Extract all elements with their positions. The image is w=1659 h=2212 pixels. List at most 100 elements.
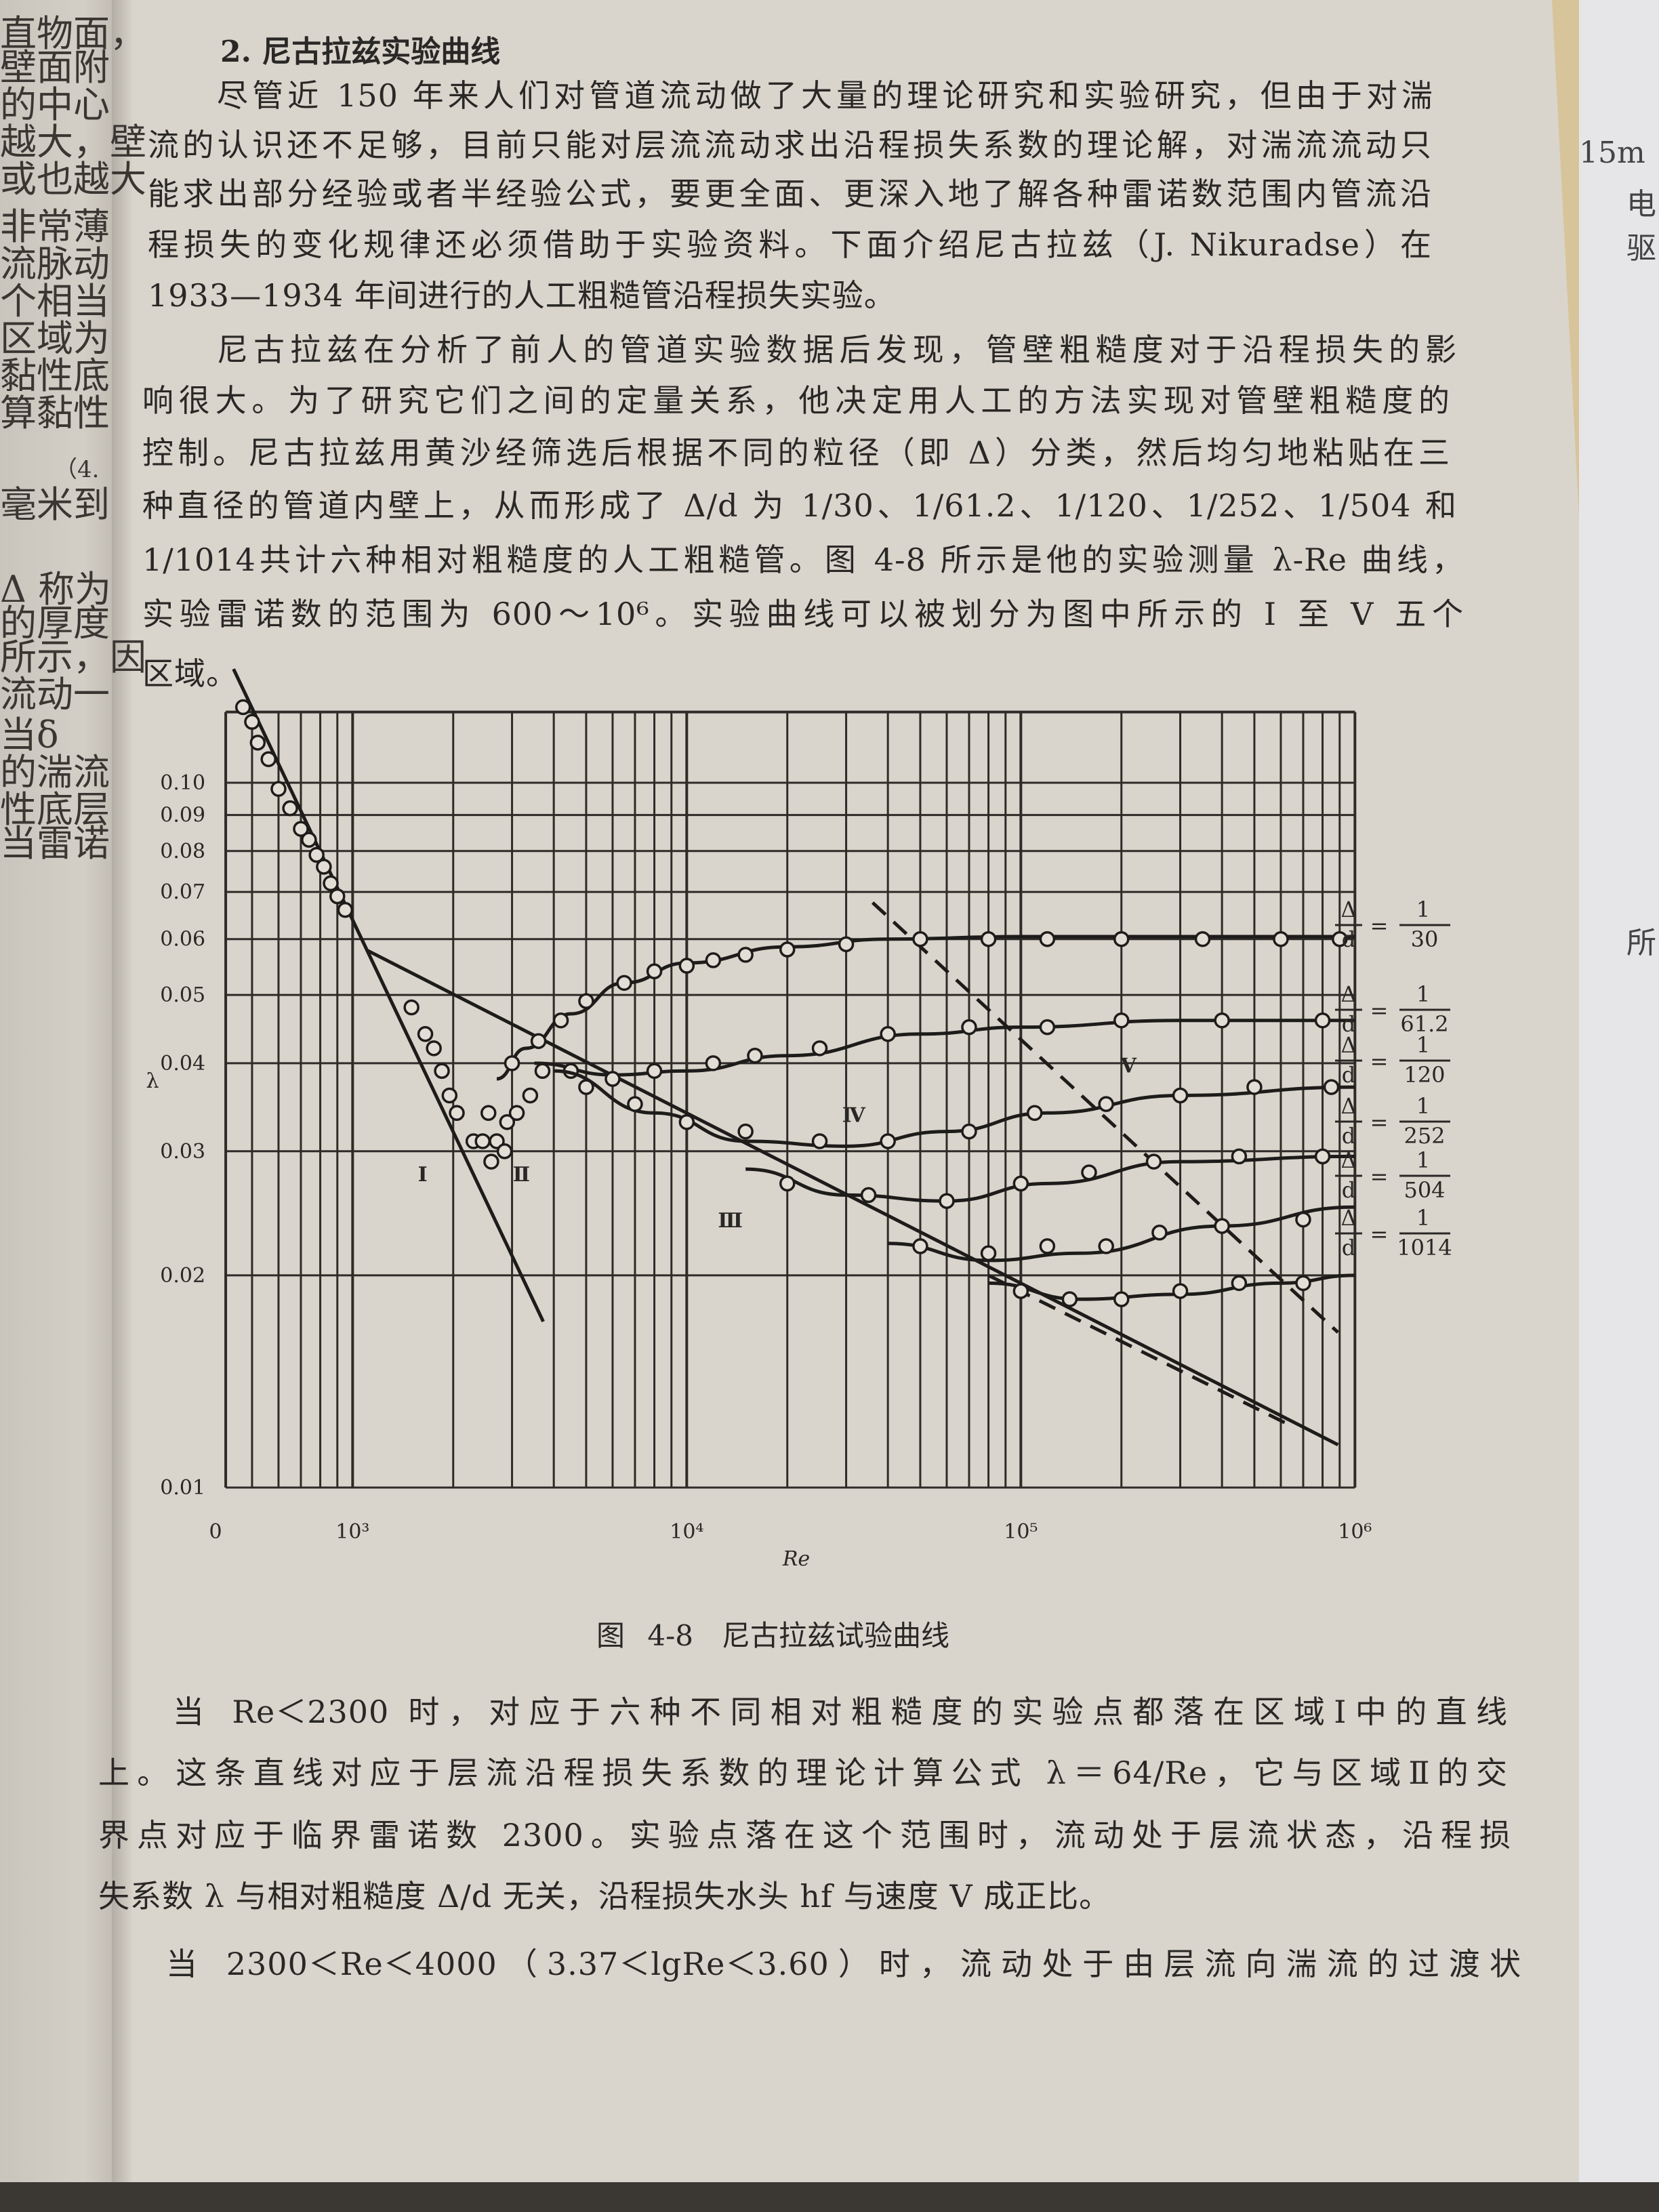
- data-point: [441, 1087, 458, 1104]
- figure-caption: 图 4-8 尼古拉兹试验曲线: [596, 1619, 949, 1652]
- data-point: [260, 751, 276, 767]
- region-label: Ⅱ: [513, 1163, 530, 1187]
- data-point: [1295, 1275, 1311, 1292]
- data-point: [1246, 1079, 1263, 1095]
- left-page-fragment: 当δ: [0, 714, 59, 756]
- data-point: [489, 1133, 505, 1149]
- data-point: [1172, 1283, 1189, 1299]
- data-point: [705, 952, 722, 968]
- data-point: [530, 1033, 547, 1049]
- data-point: [449, 1105, 465, 1122]
- data-point: [1295, 1211, 1311, 1228]
- data-point: [293, 821, 309, 837]
- data-point: [737, 947, 754, 963]
- text-line: 当 Re＜2300 时，对应于六种不同相对粗糙度的实验点都落在区域Ⅰ中的直线: [173, 1694, 1508, 1730]
- data-point: [249, 735, 266, 751]
- dashed-reference-line: [871, 901, 1340, 1334]
- legend-d: d: [1342, 1177, 1355, 1203]
- legend-delta: Δ: [1340, 1032, 1356, 1058]
- left-page-fragment: 非常薄: [0, 205, 110, 248]
- text-line: 响很大。为了研究它们之间的定量关系，他决定用人工的方法实现对管壁粗糙度的: [142, 382, 1450, 419]
- data-point: [747, 1047, 763, 1064]
- data-point: [1098, 1238, 1114, 1254]
- data-point: [578, 1079, 594, 1095]
- data-point: [880, 1133, 896, 1149]
- text-line: 1933—1934 年间进行的人工粗糙管沿程损失实验。: [148, 277, 896, 314]
- data-point: [483, 1153, 499, 1170]
- data-point: [403, 999, 419, 1016]
- reference-line: [232, 668, 545, 1323]
- data-point: [1145, 1153, 1162, 1170]
- y-tick-label: 0.02: [160, 1264, 205, 1288]
- data-point: [1314, 1148, 1331, 1165]
- data-point: [578, 993, 594, 1009]
- region-label: Ⅲ: [718, 1209, 743, 1233]
- text-line: 失系数 λ 与相对粗糙度 Δ/d 无关，沿程损失水头 hf 与速度 V 成正比。: [98, 1878, 1111, 1914]
- data-point: [1039, 1019, 1056, 1036]
- data-point: [282, 800, 298, 817]
- data-point: [474, 1133, 491, 1149]
- y-tick-label: 0.10: [160, 771, 205, 795]
- legend-numerator: 1: [1416, 1032, 1430, 1058]
- left-page-fragment: 当雷诺: [0, 822, 110, 865]
- y-axis-label: λ: [146, 1069, 159, 1093]
- legend-equals: =: [1370, 1109, 1389, 1135]
- data-point: [1039, 1238, 1056, 1254]
- text-line: 种直径的管道内壁上，从而形成了 Δ/d 为 1/30、1/61.2、1/120、…: [142, 487, 1457, 524]
- data-point: [1323, 1079, 1340, 1095]
- legend-denominator: 120: [1404, 1062, 1445, 1088]
- left-page-fragment: 的厚度: [0, 602, 110, 644]
- series-curve: [888, 1205, 1355, 1263]
- x-tick-label: 10⁶: [1338, 1520, 1372, 1544]
- series-curve: [554, 1069, 1355, 1148]
- region-label: Ⅴ: [1120, 1054, 1137, 1078]
- book-gutter: [112, 0, 132, 2212]
- data-point: [1332, 930, 1348, 947]
- region-label: Ⅰ: [418, 1163, 428, 1187]
- x-tick-label: 10³: [335, 1520, 369, 1544]
- text-line: 控制。尼古拉兹用黄沙经筛选后根据不同的粒径（即 Δ）分类，然后均匀地粘贴在三: [142, 434, 1450, 471]
- data-point: [880, 1026, 896, 1042]
- legend-numerator: 1: [1416, 981, 1430, 1007]
- left-page-fragment: 流动一: [0, 673, 110, 716]
- data-point: [301, 832, 317, 848]
- region-label: Ⅳ: [842, 1104, 866, 1128]
- legend-equals: =: [1370, 1164, 1389, 1189]
- data-point: [1314, 1012, 1331, 1029]
- data-point: [1172, 1087, 1189, 1104]
- data-point: [860, 1187, 877, 1204]
- y-tick-label: 0.08: [160, 840, 205, 863]
- data-point: [504, 1055, 520, 1071]
- data-point: [811, 1133, 828, 1149]
- x-tick-label: 10⁴: [670, 1520, 703, 1544]
- data-point: [616, 975, 632, 991]
- section-title: 2. 尼古拉兹实验曲线: [220, 35, 501, 69]
- left-page-fragment: 壁面附: [0, 46, 110, 89]
- legend-d: d: [1342, 1011, 1355, 1037]
- text-line: 尽管近 150 年来人们对管道流动做了大量的理论研究和实验研究，但由于对湍: [217, 77, 1433, 114]
- data-point: [499, 1113, 516, 1130]
- data-point: [426, 1040, 442, 1057]
- left-page-fragment: （4.: [54, 456, 100, 483]
- data-point: [234, 699, 251, 716]
- data-point: [961, 1123, 977, 1140]
- text-line: 界点对应于临界雷诺数 2300。实验点落在这个范围时，流动处于层流状态，沿程损: [98, 1817, 1511, 1853]
- data-point: [323, 875, 339, 892]
- data-point: [337, 901, 354, 918]
- legend-equals: =: [1370, 1221, 1389, 1247]
- y-tick-label: 0.09: [160, 804, 205, 827]
- legend-d: d: [1342, 1235, 1355, 1261]
- left-page-fragment: 黏性底: [0, 354, 110, 397]
- data-point: [496, 1143, 513, 1160]
- legend-delta: Δ: [1340, 981, 1356, 1007]
- y-tick-label: 0.07: [160, 880, 205, 904]
- text-line: 1/1014共计六种相对粗糙度的人工粗糙管。图 4-8 所示是他的实验测量 λ-…: [142, 541, 1464, 578]
- data-point: [1231, 1148, 1248, 1165]
- data-point: [1026, 1105, 1043, 1122]
- data-point: [552, 1012, 569, 1029]
- series-curve: [745, 1154, 1355, 1203]
- right-page-fragment: 驱: [1626, 231, 1656, 266]
- facing-page-right: [1579, 0, 1659, 2212]
- data-point: [329, 888, 346, 905]
- data-point: [811, 1040, 828, 1057]
